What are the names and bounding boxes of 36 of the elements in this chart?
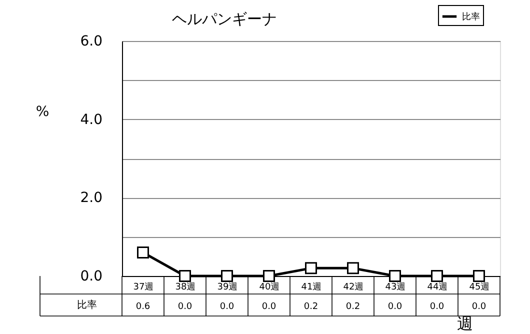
point bbox=[431, 270, 443, 282]
x-axis-title: 週 bbox=[457, 314, 473, 333]
data-label: 0.0 bbox=[220, 302, 234, 312]
y-tick-label: 0.0 bbox=[80, 268, 102, 284]
data-label: 0.0 bbox=[388, 302, 402, 312]
chart-title: ヘルパンギーナ bbox=[172, 10, 277, 28]
legend-label: 比率 bbox=[462, 12, 480, 22]
x-tick-label: 42週 bbox=[343, 282, 364, 292]
data-label: 0.0 bbox=[262, 302, 276, 312]
x-tick-label: 41週 bbox=[301, 282, 322, 292]
data-label: 0.2 bbox=[304, 302, 318, 312]
y-tick-label: 4.0 bbox=[80, 112, 102, 128]
y-tick-label: 2.0 bbox=[80, 190, 102, 206]
point bbox=[473, 270, 485, 282]
point bbox=[389, 270, 401, 282]
text: 比率 bbox=[77, 300, 97, 311]
data-label: 0.0 bbox=[178, 302, 192, 312]
y-tick-label: 6.0 bbox=[80, 34, 102, 50]
point bbox=[221, 270, 233, 282]
x-tick-label: 38週 bbox=[175, 282, 196, 292]
x-tick-label: 40週 bbox=[259, 282, 280, 292]
x-tick-label: 39週 bbox=[217, 282, 238, 292]
point bbox=[179, 270, 191, 282]
data-label: 0.0 bbox=[430, 302, 444, 312]
x-tick-label: 45週 bbox=[469, 282, 490, 292]
y-axis-title: % bbox=[36, 104, 50, 120]
point bbox=[263, 270, 275, 282]
data-label: 0.6 bbox=[136, 302, 150, 312]
x-tick-label: 43週 bbox=[385, 282, 406, 292]
data-label: 0.0 bbox=[472, 302, 486, 312]
point bbox=[347, 262, 359, 274]
point bbox=[305, 262, 317, 274]
point bbox=[137, 246, 149, 258]
x-tick-label: 44週 bbox=[427, 282, 448, 292]
x-tick-label: 37週 bbox=[133, 282, 154, 292]
data-label: 0.2 bbox=[346, 302, 360, 312]
